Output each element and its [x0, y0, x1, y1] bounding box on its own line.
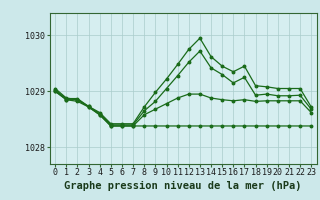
X-axis label: Graphe pression niveau de la mer (hPa): Graphe pression niveau de la mer (hPa) [64, 181, 302, 191]
